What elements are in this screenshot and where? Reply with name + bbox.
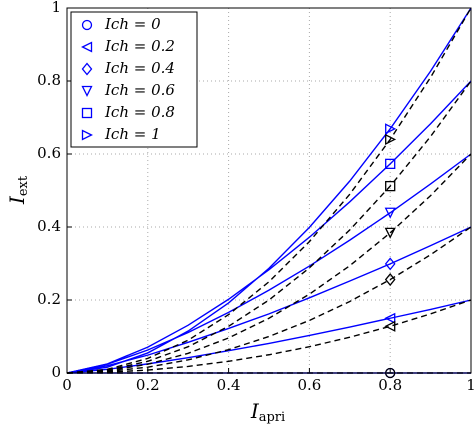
line [66,226,472,374]
y-tick-label: 0 [51,363,61,381]
x-label-sub: apri [259,410,285,425]
y-tick-label: 0.8 [37,71,61,89]
legend-marker [81,129,93,141]
y-tick-label: 1 [51,0,61,16]
dashed-line [66,153,472,374]
x-tick-label: 0.8 [378,376,402,394]
y-tick-label: 0.4 [37,217,61,235]
x-tick-label: 0.2 [136,376,160,394]
legend: Ich = 0 Ich = 0.2 Ich = 0.4 Ich = 0.6 Ich = … [70,11,198,148]
y-tick-label: 0.6 [37,144,61,162]
legend-marker [81,85,93,97]
y-label-sub: ext [16,175,31,196]
marker [384,227,396,239]
y-tick-label: 0.2 [37,290,61,308]
line [66,299,472,374]
y-axis-label: Iext [5,175,31,205]
x-tick-label: 0 [62,376,72,394]
marker [384,257,396,271]
legend-marker [81,41,93,53]
legend-label: Ich = 0 [104,15,161,33]
legend-label: Ich = 0.4 [104,59,175,77]
dashed-line [66,299,472,374]
x-tick-label: 0.6 [297,376,321,394]
legend-marker [81,62,93,76]
legend-label: Ich = 0.8 [104,103,175,121]
legend-box [70,11,198,148]
marker [384,207,396,219]
x-tick-label: 0.4 [217,376,241,394]
marker [385,123,397,135]
line [66,153,472,374]
x-tick-label: 1 [466,376,474,394]
plot-frame [66,7,472,374]
marker [385,133,397,145]
legend-label: Ich = 1 [104,125,161,143]
marker [384,312,396,324]
line [66,80,472,374]
marker [385,180,396,192]
legend-label: Ich = 0.6 [104,81,175,99]
x-axis-label: Iapri [250,399,285,425]
y-label-main: I [5,195,29,205]
legend-marker [81,19,93,31]
marker [384,320,396,332]
legend-label: Ich = 0.2 [104,37,175,55]
x-label-main: I [250,399,260,423]
marker [385,158,396,170]
marker [384,273,396,287]
line [66,7,472,374]
legend-marker [81,107,93,119]
